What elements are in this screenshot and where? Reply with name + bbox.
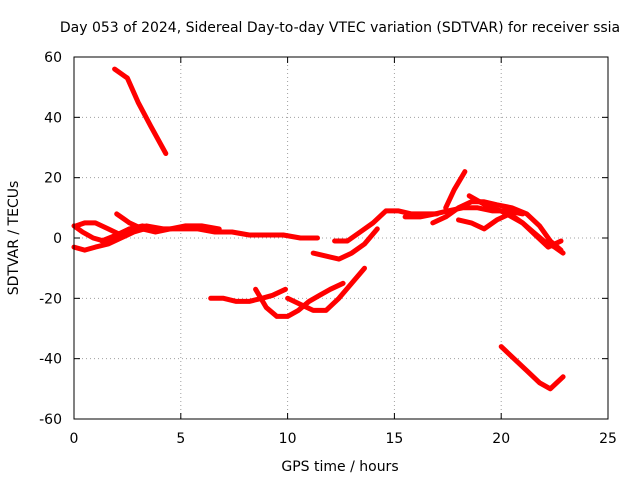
x-tick-label: 5 <box>176 431 185 447</box>
x-tick-label: 15 <box>385 431 403 447</box>
series-arc-7 <box>208 286 288 304</box>
y-tick-label: -20 <box>39 291 62 307</box>
y-tick-label: -60 <box>39 412 62 428</box>
series-arc-13 <box>430 199 564 253</box>
series-arc-11 <box>332 208 440 244</box>
series-layer <box>71 66 566 392</box>
chart-title: Day 053 of 2024, Sidereal Day-to-day VTE… <box>60 20 620 36</box>
x-tick-label: 25 <box>599 431 617 447</box>
series-arc-16 <box>456 211 564 250</box>
series-arc-1 <box>112 66 169 156</box>
x-tick-label: 0 <box>70 431 79 447</box>
series-arc-17 <box>498 344 566 392</box>
series-arc-6 <box>114 211 222 235</box>
series-arc-9 <box>285 265 367 313</box>
series-arc-8 <box>253 280 346 319</box>
series-arc-14 <box>443 169 468 211</box>
x-tick-label: 20 <box>492 431 510 447</box>
y-tick-label: 40 <box>44 110 62 126</box>
y-axis-label: SDTVAR / TECUs <box>6 181 22 296</box>
x-tick-label: 10 <box>279 431 297 447</box>
y-tick-label: 20 <box>44 171 62 187</box>
y-tick-label: 60 <box>44 50 62 66</box>
series-arc-10 <box>310 226 380 262</box>
grid <box>74 57 608 419</box>
y-tick-label: 0 <box>53 231 62 247</box>
series-arc-5 <box>99 223 320 244</box>
y-tick-label: -40 <box>39 352 62 368</box>
x-axis-label: GPS time / hours <box>281 459 398 475</box>
axis-ticks: 0 5 10 15 20 25 -60 -40 -20 0 20 40 60 <box>39 50 617 447</box>
